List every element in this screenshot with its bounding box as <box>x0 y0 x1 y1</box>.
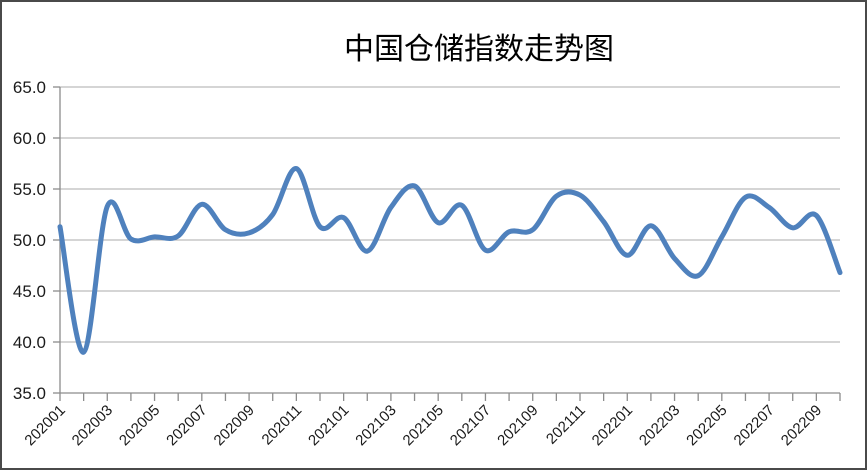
x-axis-label: 202005 <box>116 402 163 449</box>
x-axis-label: 202111 <box>543 402 589 448</box>
y-axis-label: 50.0 <box>13 231 46 250</box>
x-axis-label: 202011 <box>259 402 306 449</box>
x-axis-label: 202201 <box>589 402 636 449</box>
x-axis-label: 202009 <box>210 402 257 449</box>
x-axis-label: 202101 <box>305 402 352 449</box>
x-axis-label: 202109 <box>494 402 541 449</box>
x-axis-label: 202003 <box>69 402 116 449</box>
x-axis-label: 202007 <box>163 402 210 449</box>
x-axis-label: 202107 <box>447 402 494 449</box>
x-axis-label: 202209 <box>778 402 825 449</box>
x-axis-label: 202207 <box>730 402 777 449</box>
y-axis-label: 65.0 <box>13 78 46 97</box>
x-axis-label: 202105 <box>400 402 447 449</box>
x-axis-label: 202103 <box>352 402 399 449</box>
chart-title: 中国仓储指数走势图 <box>344 33 614 66</box>
x-axis-label: 202205 <box>683 402 730 449</box>
y-axis-label: 40.0 <box>13 333 46 352</box>
index-line-series <box>57 166 843 355</box>
y-axis-label: 60.0 <box>13 129 46 148</box>
x-axis-label: 202203 <box>636 402 683 449</box>
y-axis-label: 45.0 <box>13 282 46 301</box>
x-axis-label: 202001 <box>21 402 68 449</box>
y-axis-label: 35.0 <box>13 384 46 403</box>
y-axis-label: 55.0 <box>13 180 46 199</box>
